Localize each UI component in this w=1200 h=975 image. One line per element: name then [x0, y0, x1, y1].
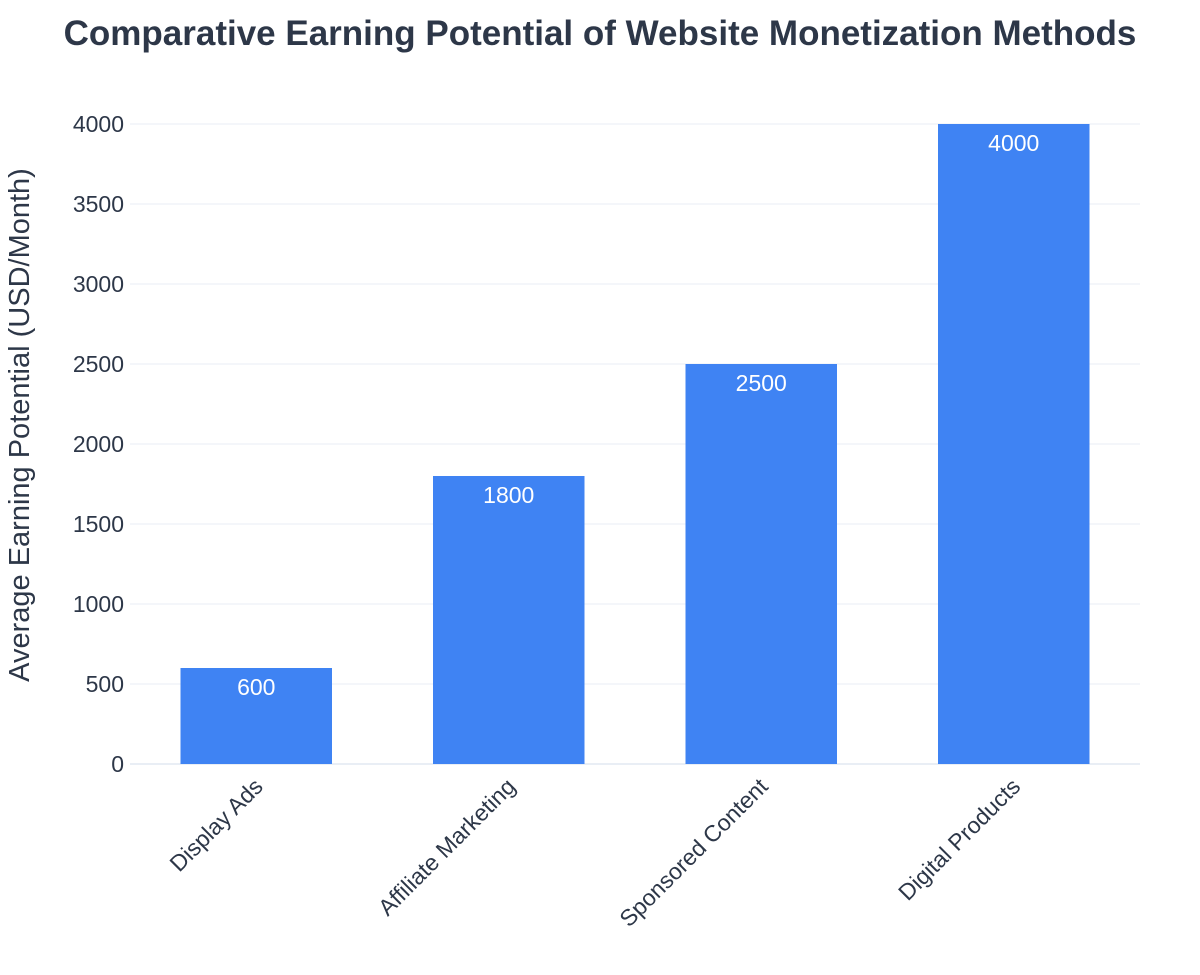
bar-data-label: 600 [237, 674, 275, 700]
bar [180, 668, 332, 764]
bar [685, 364, 837, 764]
bar-data-label: 2500 [736, 370, 787, 396]
bars [180, 124, 1090, 764]
bar-data-label: 1800 [483, 482, 534, 508]
y-tick-label: 3500 [73, 191, 124, 217]
x-tick-label: Affiliate Marketing [373, 773, 520, 920]
chart-title: Comparative Earning Potential of Website… [64, 14, 1137, 53]
y-tick-label: 3000 [73, 271, 124, 297]
y-tick-label: 2000 [73, 431, 124, 457]
x-tick-label: Display Ads [164, 773, 267, 876]
x-tick-label: Sponsored Content [614, 773, 773, 932]
y-tick-label: 2500 [73, 351, 124, 377]
y-axis-label: Average Earning Potential (USD/Month) [4, 168, 36, 682]
bar-data-label: 4000 [988, 130, 1039, 156]
y-tick-label: 0 [111, 751, 124, 777]
bar-data-labels: 600 1800 2500 4000 [237, 130, 1039, 700]
x-tick-label: Digital Products [893, 773, 1025, 905]
y-axis-ticks: 0 500 1000 1500 2000 2500 3000 3500 4000 [73, 111, 124, 777]
y-tick-label: 1000 [73, 591, 124, 617]
y-tick-label: 4000 [73, 111, 124, 137]
y-tick-label: 500 [86, 671, 124, 697]
y-tick-label: 1500 [73, 511, 124, 537]
x-axis-ticks: Display Ads Affiliate Marketing Sponsored … [164, 773, 1025, 932]
bar [433, 476, 585, 764]
bar [938, 124, 1090, 764]
